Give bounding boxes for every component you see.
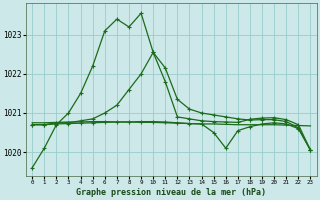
X-axis label: Graphe pression niveau de la mer (hPa): Graphe pression niveau de la mer (hPa): [76, 188, 266, 197]
